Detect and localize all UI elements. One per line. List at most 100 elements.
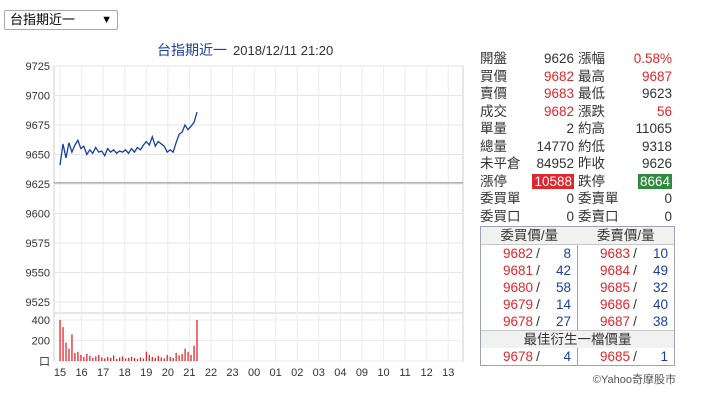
bid-qty: 42 [555,263,571,278]
volume-tick-label: 400 [32,315,50,327]
volume-bar [136,358,139,361]
est-high-label: 約高 [578,121,605,136]
separator: / [633,314,637,329]
separator: / [633,297,637,312]
volume-bar [130,356,133,361]
volume-bar [68,348,70,361]
x-tick-label: 22 [205,367,217,379]
best-bid-qty: 4 [563,349,571,364]
low-label: 最低 [578,86,605,101]
volume-bar [133,357,136,361]
volume-bar [118,357,121,361]
volume-bar [127,357,130,361]
ask-qty-value: 0 [664,208,672,224]
separator: / [536,314,540,329]
ask-header: 委賣價/量 [596,228,655,243]
quote-row: 總量 14770 約低 9318 [480,138,676,156]
limit-up-label: 漲停 [480,173,507,189]
x-tick-label: 16 [75,367,87,379]
prev-close-label: 昨收 [578,156,605,171]
y-tick-label: 9700 [26,91,50,103]
x-tick-label: 00 [248,367,260,379]
volume-bar [77,351,79,361]
x-tick-label: 19 [140,367,152,379]
bid-qty-value: 0 [566,208,574,224]
x-tick-label: 01 [270,367,282,379]
volume-bar [160,357,162,361]
volume-bar [148,354,151,361]
volume-bar [74,352,76,361]
ask-qty: 10 [652,246,668,261]
bid-qty: 27 [555,314,571,329]
best-ask-price: 9685 [599,349,630,364]
quote-row: 漲停 10588 跌停 8664 [480,173,676,191]
volume-bar [121,356,124,361]
volume-bar [184,348,186,361]
volume-bar [98,354,100,361]
volume-bar [104,358,106,361]
chg-pct-value: 0.58% [633,51,672,66]
best-ask-qty: 1 [660,349,668,364]
separator: / [633,280,637,295]
volume-bar [89,355,91,361]
separator: / [536,263,540,278]
bid-qty: 58 [555,280,571,295]
unit-vol-label: 單量 [480,121,507,136]
x-tick-label: 13 [442,367,454,379]
volume-bar [169,356,171,361]
bid-price: 9681 [502,263,533,278]
separator: / [633,349,637,364]
order-book-row: 9680/58 9685/32 [481,279,674,296]
ask-qty-label: 委賣口 [578,208,619,224]
limit-down-value: 8664 [637,173,672,189]
separator: / [633,246,637,261]
x-tick-label: 03 [313,367,325,379]
ask-price: 9683 [599,246,630,261]
ask-orders-label: 委賣單 [578,191,619,206]
y-tick-label: 9650 [26,150,50,162]
symbol-select[interactable]: 台指期近一 ▼ [4,10,118,30]
volume-bar [193,345,195,361]
unit-vol-value: 2 [566,121,574,136]
limit-up-value: 10588 [532,173,574,189]
quote-row: 單量 2 約高 11065 [480,120,676,138]
volume-bar [80,354,82,361]
y-tick-label: 9725 [26,61,50,73]
best-bid-price: 9678 [502,349,533,364]
volume-bar [145,351,148,361]
total-vol-value: 14770 [536,138,574,154]
quote-row: 委買單 0 委賣單 0 [480,190,676,208]
volume-bar [62,327,64,361]
chg-label: 漲跌 [578,103,605,119]
volume-bar [112,355,115,361]
quote-row: 開盤 9626 漲幅 0.58% [480,50,676,68]
chg-value: 56 [656,103,672,119]
order-book-rows: 9682/8 9683/10 9681/42 9684/49 9680/58 9685/3… [481,245,674,330]
y-tick-label: 9625 [26,179,50,191]
best-row: 9678 / 4 9685 / 1 [481,348,674,365]
quote-row: 賣價 9683 最低 9623 [480,85,676,103]
volume-bar [187,351,189,361]
quote-row: 委買口 0 委賣口 0 [480,208,676,226]
bid-orders-label: 委買單 [480,191,521,206]
order-book: 委買價/量 委賣價/量 9682/8 9683/10 9681/42 9684/49 9… [480,226,675,366]
bid-price: 9680 [502,280,533,295]
ask-price: 9685 [599,280,630,295]
oi-value: 84952 [536,156,574,171]
ask-price: 9684 [599,263,630,278]
chart-title-text: 台指期近一 [157,42,227,58]
volume-bar [163,358,165,361]
x-tick-label: 18 [119,367,131,379]
ask-qty: 32 [652,280,668,295]
chevron-down-icon: ▼ [101,14,112,26]
symbol-select-value: 台指期近一 [10,12,76,27]
volume-bar [139,357,142,361]
x-tick-label: 12 [421,367,433,379]
ask-orders-value: 0 [664,191,672,206]
volume-bar [86,353,88,361]
volume-tick-label: 200 [32,336,50,348]
open-value: 9626 [543,51,574,66]
volume-bar [124,358,127,361]
chart-title: 台指期近一 2018/12/11 21:20 [157,40,333,60]
volume-bar [92,357,94,361]
